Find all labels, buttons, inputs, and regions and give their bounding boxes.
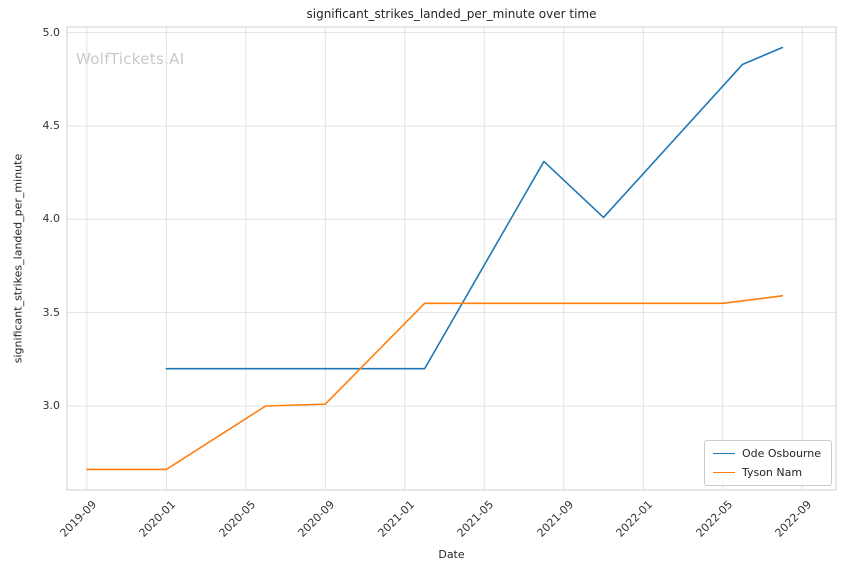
- series-line-ode-osbourne: [165, 46, 784, 370]
- plot-frame: [66, 26, 837, 491]
- series-line-tyson-nam: [86, 295, 784, 471]
- legend: Ode Osbourne Tyson Nam: [703, 440, 832, 486]
- legend-label: Tyson Nam: [741, 466, 803, 479]
- y-tick-label: 3.5: [42, 305, 61, 319]
- y-tick-label: 4.5: [42, 118, 61, 132]
- legend-entry: Tyson Nam: [712, 466, 821, 479]
- legend-line-swatch: [712, 472, 735, 473]
- chart-title: significant_strikes_landed_per_minute ov…: [306, 7, 597, 21]
- y-tick-label: 5.0: [42, 25, 61, 39]
- y-tick-label: 3.0: [42, 398, 61, 412]
- watermark: WolfTickets.AI: [76, 50, 185, 68]
- legend-line-swatch: [712, 453, 735, 454]
- y-tick-label: 4.0: [42, 212, 61, 226]
- legend-entry: Ode Osbourne: [712, 447, 821, 460]
- x-axis-label: Date: [438, 548, 465, 561]
- legend-label: Ode Osbourne: [741, 447, 821, 460]
